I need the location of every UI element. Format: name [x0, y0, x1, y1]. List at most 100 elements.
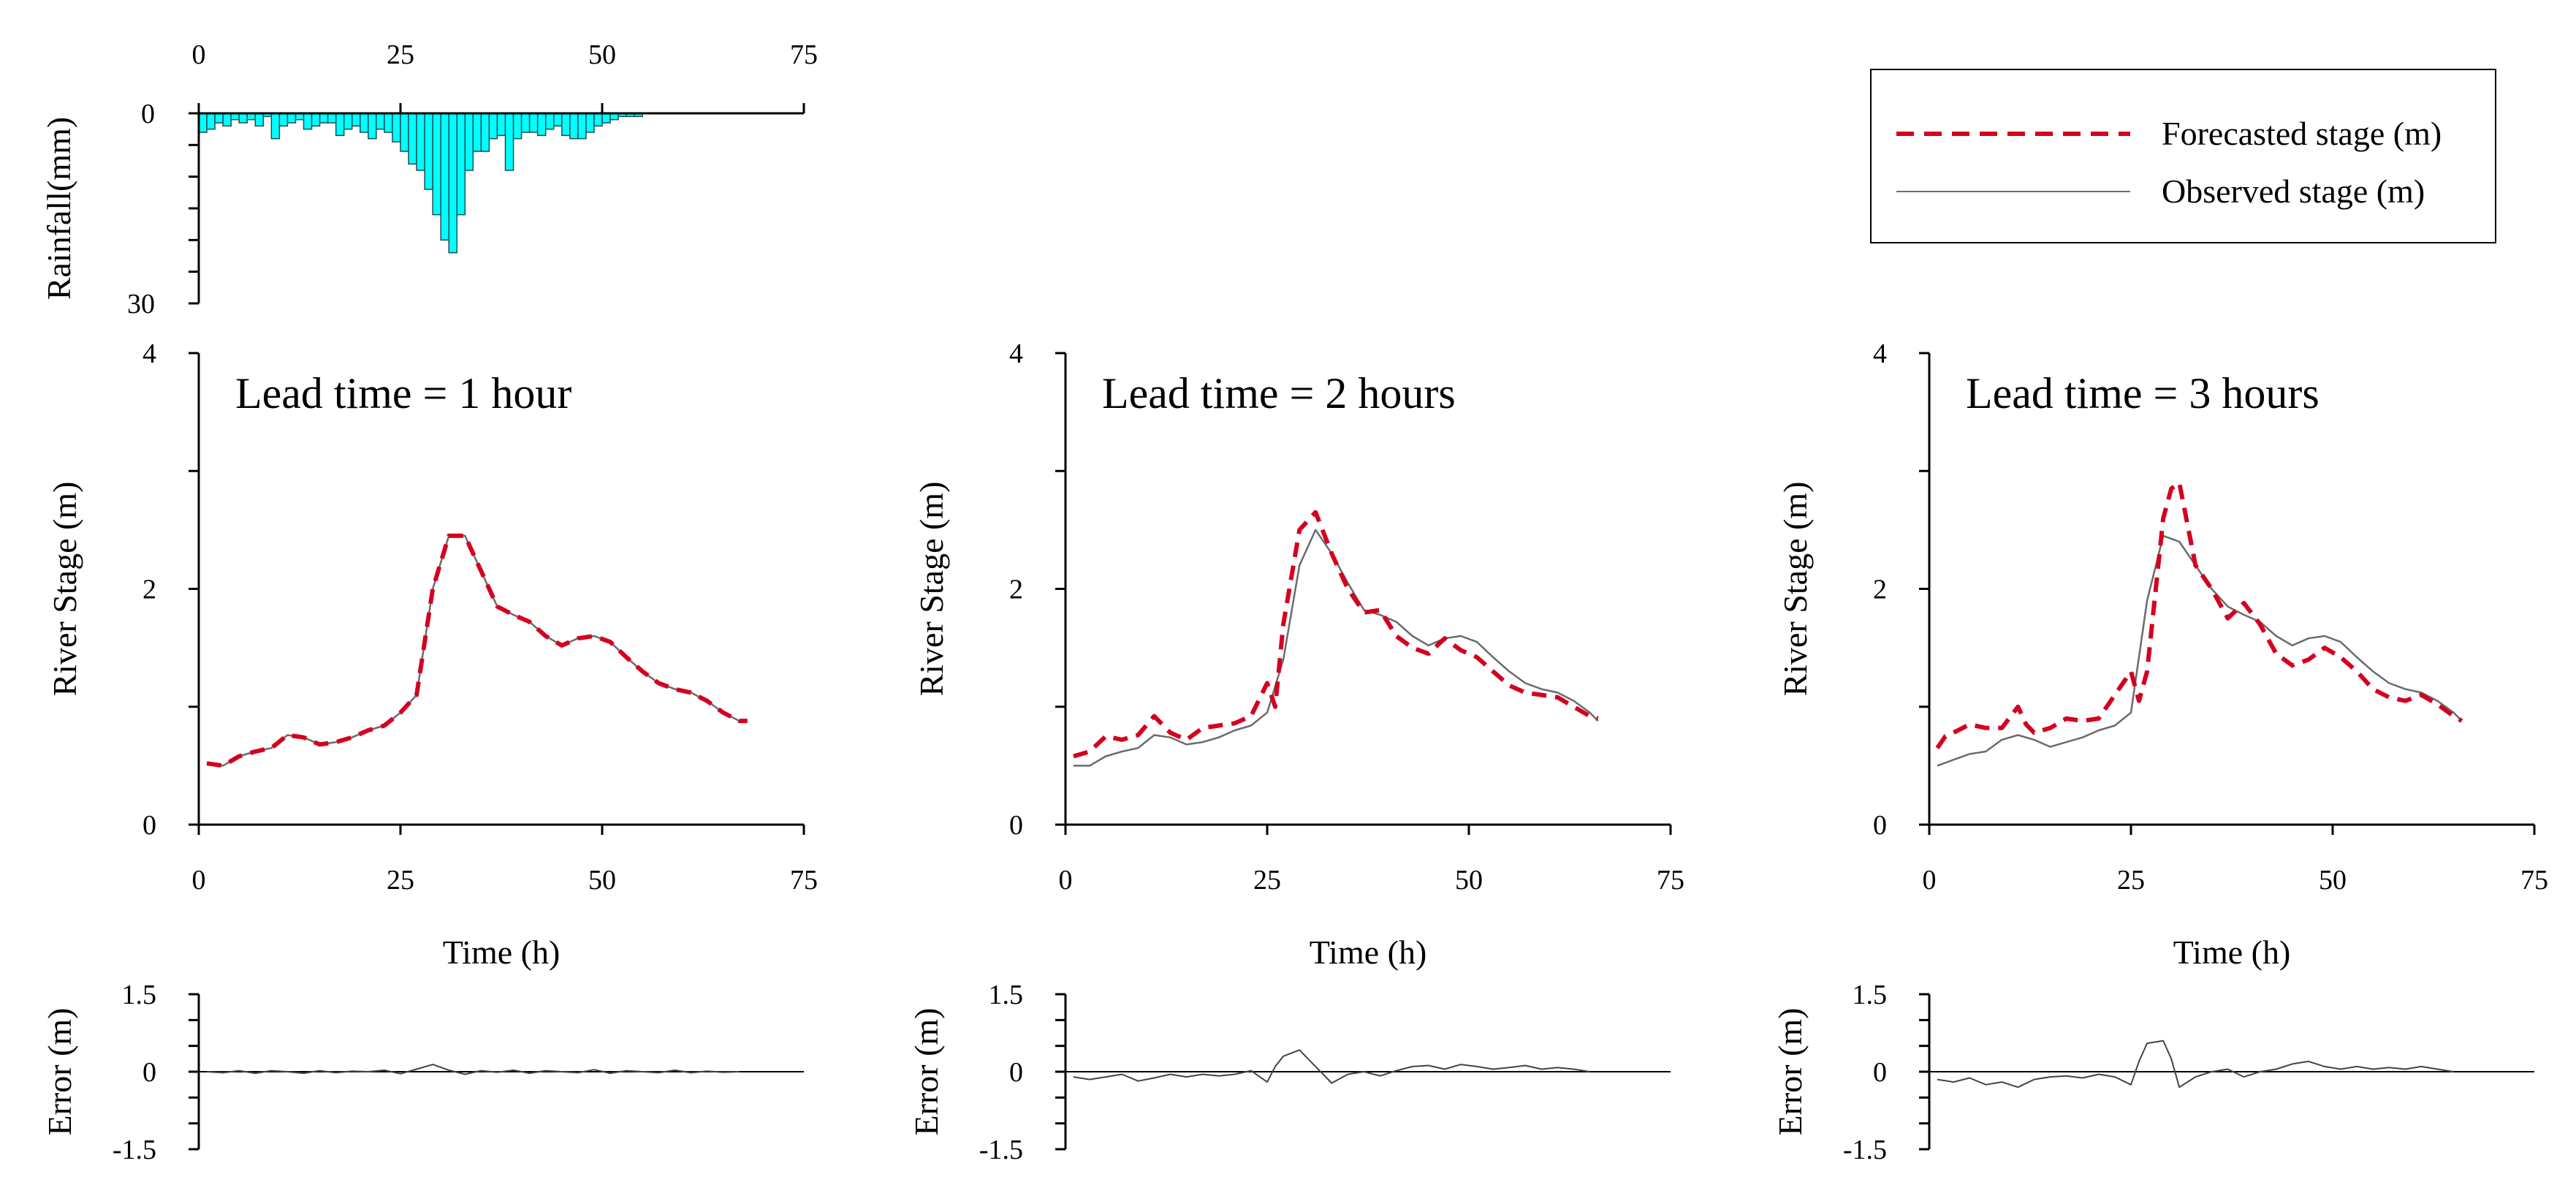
error-y-tick-label: 1.5 — [989, 980, 1024, 1010]
rainfall-bar — [400, 113, 409, 152]
rainfall-bar — [528, 113, 539, 133]
rainfall-bar — [360, 113, 369, 133]
rainfall-bar — [448, 113, 458, 254]
rainfall-y-tick-label: 30 — [127, 289, 155, 319]
rainfall-bar — [254, 113, 265, 127]
rainfall-bar — [392, 113, 401, 143]
stage-x-tick-label: 75 — [1657, 865, 1684, 896]
rainfall-bar — [480, 113, 490, 152]
rainfall-bar — [238, 113, 248, 124]
rainfall-bar — [286, 113, 297, 124]
stage-x-label: Time (h) — [2173, 934, 2291, 971]
rainfall-y-ticks: 0 30 — [127, 99, 199, 319]
rainfall-bar — [198, 113, 208, 133]
stage-x-tick-label: 75 — [790, 865, 818, 896]
stage-panel-1: 0 2 4 0 25 50 75 Time (h) River Stage (m) Lead ti… — [46, 338, 818, 971]
error-line — [206, 1064, 740, 1075]
rainfall-bar — [416, 113, 425, 171]
rainfall-bar — [520, 113, 531, 133]
stage-panels: 0 2 4 0 25 50 75 Time (h) River Stage (m) Lead ti… — [46, 338, 2548, 971]
rainfall-bar — [222, 113, 232, 127]
rainfall-bar — [278, 113, 289, 127]
rainfall-bar — [270, 113, 281, 140]
error-y-tick-label: 1.5 — [122, 980, 157, 1010]
error-y-tick-label: -1.5 — [1843, 1135, 1887, 1165]
stage-y-tick-label: 0 — [1873, 810, 1887, 841]
stage-y-tick-label: 2 — [1873, 575, 1887, 605]
rainfall-bar — [553, 113, 563, 127]
error-panels: 1.5 0 -1.5 Error (m) 1.5 0 -1.5 Error (m) 1.5 0 -1… — [41, 980, 2534, 1165]
rainfall-bar — [319, 113, 329, 124]
rainfall-bar — [536, 113, 547, 137]
stage-x-tick-label: 50 — [588, 865, 616, 896]
stage-x-tick-label: 25 — [2117, 865, 2145, 896]
rainfall-x-tick-label: 75 — [790, 39, 818, 70]
rainfall-bar — [569, 113, 579, 140]
stage-x-tick-label: 75 — [2520, 865, 2548, 896]
rainfall-bar — [593, 113, 603, 127]
rainfall-bar — [335, 113, 345, 137]
stage-y-label: River Stage (m) — [1777, 482, 1814, 697]
error-panel-3: 1.5 0 -1.5 Error (m) — [1771, 980, 2534, 1165]
rainfall-bar — [496, 113, 506, 137]
rainfall-bar — [456, 113, 466, 216]
rainfall-panel: 0 25 50 75 0 30 Rainfall(mm) — [40, 39, 818, 319]
legend-box — [1870, 69, 2496, 243]
stage-x-tick-label: 25 — [387, 865, 414, 896]
stage-x-tick-label: 25 — [1253, 865, 1281, 896]
rainfall-bar — [214, 113, 224, 124]
stage-x-tick-label: 0 — [1923, 865, 1937, 896]
rainfall-bar — [504, 113, 514, 171]
stage-y-tick-label: 0 — [1009, 810, 1023, 841]
rainfall-bar — [343, 113, 353, 130]
error-y-tick-label: 0 — [1873, 1057, 1887, 1088]
error-y-label: Error (m) — [41, 1008, 78, 1136]
rainfall-bar — [544, 113, 555, 130]
rainfall-bar — [368, 113, 377, 140]
rainfall-bar — [512, 113, 523, 140]
error-y-label: Error (m) — [908, 1008, 945, 1136]
legend-observed-label: Observed stage (m) — [2162, 173, 2425, 210]
stage-y-tick-label: 0 — [143, 810, 156, 841]
rainfall-bar — [464, 113, 474, 171]
error-y-tick-label: 0 — [143, 1057, 156, 1088]
stage-y-tick-label: 4 — [1009, 338, 1023, 369]
rainfall-x-tick-label: 0 — [192, 39, 206, 70]
rainfall-x-tick-label: 25 — [387, 39, 414, 70]
rainfall-bar — [303, 113, 313, 130]
rainfall-bar — [408, 113, 417, 165]
stage-panel-3: 0 2 4 0 25 50 75 Time (h) River Stage (m) Lead ti… — [1777, 338, 2548, 971]
stage-y-label: River Stage (m) — [46, 482, 83, 697]
error-y-tick-label: -1.5 — [979, 1135, 1023, 1165]
rainfall-bar — [327, 113, 337, 124]
stage-x-label: Time (h) — [443, 934, 561, 971]
error-panel-1: 1.5 0 -1.5 Error (m) — [41, 980, 804, 1165]
stage-panel-title: Lead time = 3 hours — [1966, 369, 2319, 417]
rainfall-y-tick-label: 0 — [141, 99, 155, 129]
stage-x-tick-label: 50 — [1455, 865, 1483, 896]
rainfall-bar — [577, 113, 587, 140]
rainfall-bar — [561, 113, 571, 137]
rainfall-bar — [384, 113, 393, 133]
stage-y-tick-label: 4 — [143, 338, 156, 369]
error-y-label: Error (m) — [1771, 1008, 1809, 1136]
stage-x-tick-label: 50 — [2319, 865, 2347, 896]
rainfall-bar — [206, 113, 216, 130]
error-panel-2: 1.5 0 -1.5 Error (m) — [908, 980, 1671, 1165]
rainfall-bar — [585, 113, 595, 133]
rainfall-bar — [472, 113, 482, 152]
legend-forecast-label: Forecasted stage (m) — [2162, 115, 2442, 152]
stage-x-tick-label: 0 — [1059, 865, 1073, 896]
legend: Forecasted stage (m) Observed stage (m) — [1870, 69, 2496, 243]
observed-stage-line — [206, 534, 748, 767]
error-y-tick-label: 0 — [1009, 1057, 1023, 1088]
rainfall-bar — [440, 113, 449, 241]
stage-panel-2: 0 2 4 0 25 50 75 Time (h) River Stage (m) Lead ti… — [913, 338, 1684, 971]
stage-x-label: Time (h) — [1310, 934, 1427, 971]
stage-panel-title: Lead time = 1 hour — [235, 369, 571, 417]
rainfall-bar — [432, 113, 441, 216]
stage-x-tick-label: 0 — [192, 865, 206, 896]
rainfall-bar — [352, 113, 361, 127]
stage-y-tick-label: 2 — [143, 575, 156, 605]
error-y-tick-label: -1.5 — [113, 1135, 156, 1165]
